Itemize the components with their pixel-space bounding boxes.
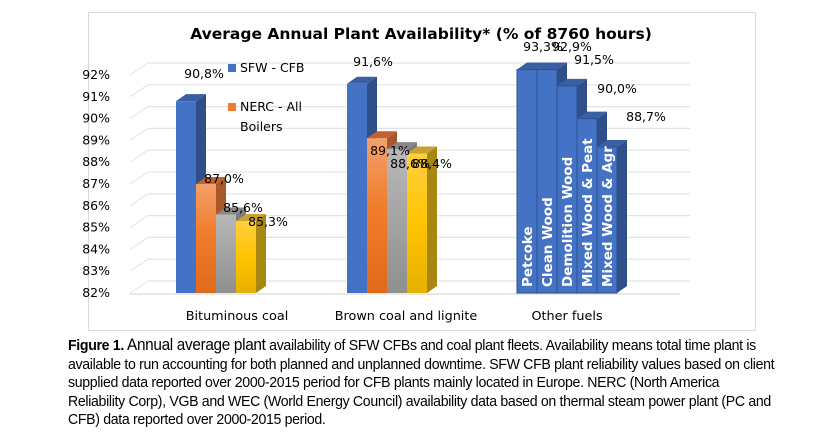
y-tick-label: 87% [82, 176, 110, 191]
bar-fuel-label: Mixed Wood & Agr [600, 146, 616, 287]
bar-top [537, 62, 567, 70]
legend-item: NERC - All Boilers [228, 99, 302, 134]
bar-fuel-label: Clean Wood [540, 197, 556, 287]
data-label: 92,9% [552, 39, 592, 54]
gridline-slant [129, 258, 149, 272]
bar [347, 83, 367, 293]
bar-group [516, 62, 627, 294]
legend-label-line2: Boilers [240, 119, 283, 134]
bar-group [347, 76, 437, 293]
bar [387, 149, 407, 293]
gridline-slant [129, 280, 149, 294]
gridline-slant [129, 215, 149, 229]
bar [216, 214, 236, 293]
bar-side [617, 139, 627, 293]
y-tick-label: 89% [82, 132, 110, 147]
data-label: 88,4% [412, 156, 452, 171]
bar-top [176, 94, 206, 102]
gridline-slant [129, 171, 149, 185]
y-tick-label: 82% [82, 285, 110, 300]
bar-top [597, 139, 627, 147]
x-category-label: Bituminous coal [186, 309, 289, 324]
data-label: 87,0% [204, 171, 244, 186]
gridline-slant [129, 62, 149, 76]
bar-chart: Average Annual Plant Availability* (% of… [82, 25, 690, 324]
bar-side [256, 214, 266, 293]
bar-top [387, 142, 417, 150]
x-category-label: Brown coal and lignite [335, 309, 478, 324]
data-label: 89,1% [370, 143, 410, 158]
bar-top [216, 207, 246, 215]
gridline-slant [129, 127, 149, 141]
bar-top [347, 76, 377, 84]
gridline-slant [129, 236, 149, 250]
bar-top [577, 111, 607, 119]
bar-side [427, 146, 437, 293]
bar [367, 138, 387, 293]
y-axis: 82% 83% 84% 85% 86% 87% 88% 89% 90% 91% 92% [82, 67, 110, 300]
data-label: 88,6% [390, 156, 430, 171]
y-tick-label: 86% [82, 198, 110, 213]
legend: SFW - CFB NERC - All Boilers [228, 60, 304, 134]
data-label: 85,6% [223, 200, 263, 215]
chart-title: Average Annual Plant Availability* (% of… [190, 25, 652, 43]
bar-top [196, 177, 226, 184]
y-tick-label: 90% [82, 111, 110, 126]
gridline-slant [129, 193, 149, 207]
data-labels: 90,8% 87,0% 85,6%85,3% 91,6% 89,1%88,6%88,4%… [184, 39, 666, 229]
caption-lead: Annual average plant [123, 336, 266, 354]
data-label: 85,3% [248, 214, 288, 229]
legend-label: NERC - All [240, 99, 302, 114]
bar-fuel-label: Petcoke [520, 226, 536, 287]
data-label: 91,5% [574, 52, 614, 67]
bar [196, 184, 216, 293]
data-label: 90,8% [184, 66, 224, 81]
bar-fuel-label: Demolition Wood [560, 157, 576, 287]
gridline-slant [129, 149, 149, 163]
vertical-bar-labels: Petcoke Clean Wood Demolition Wood Mixed Wo… [520, 138, 616, 287]
caption-figure-label: Figure 1. [68, 337, 124, 354]
bar [596, 146, 618, 294]
data-label: 93,3% [523, 39, 563, 54]
bar-top [517, 62, 547, 70]
data-label: 88,7% [626, 109, 666, 124]
bar [176, 101, 196, 293]
bars [176, 62, 627, 294]
bar [236, 221, 256, 293]
legend-swatch [228, 103, 236, 111]
legend-label: SFW - CFB [240, 60, 304, 75]
x-category-label: Other fuels [531, 309, 602, 324]
y-tick-label: 85% [82, 220, 110, 235]
y-tick-label: 84% [82, 241, 110, 256]
gridline-slant [129, 84, 149, 98]
bar-fuel-label: Mixed Wood & Peat [580, 138, 596, 287]
bar-top [236, 214, 266, 222]
bar-top [557, 78, 587, 86]
y-tick-label: 83% [82, 263, 110, 278]
y-tick-label: 91% [82, 89, 110, 104]
y-tick-label: 88% [82, 154, 110, 169]
legend-item: SFW - CFB [228, 60, 304, 75]
bar [407, 153, 427, 293]
y-tick-label: 92% [82, 67, 110, 82]
figure-caption: Figure 1. Annual average plant availabil… [68, 336, 775, 430]
bar-group [176, 94, 266, 293]
bar-top [407, 146, 437, 154]
x-axis: Bituminous coal Brown coal and lignite Oth… [186, 309, 603, 324]
bar-top [367, 131, 397, 139]
data-label: 90,0% [597, 81, 637, 96]
legend-swatch [228, 64, 236, 72]
caption-text: availability of SFW CFBs and coal plant … [68, 337, 775, 429]
data-label: 91,6% [353, 54, 393, 69]
gridline-slant [129, 106, 149, 120]
